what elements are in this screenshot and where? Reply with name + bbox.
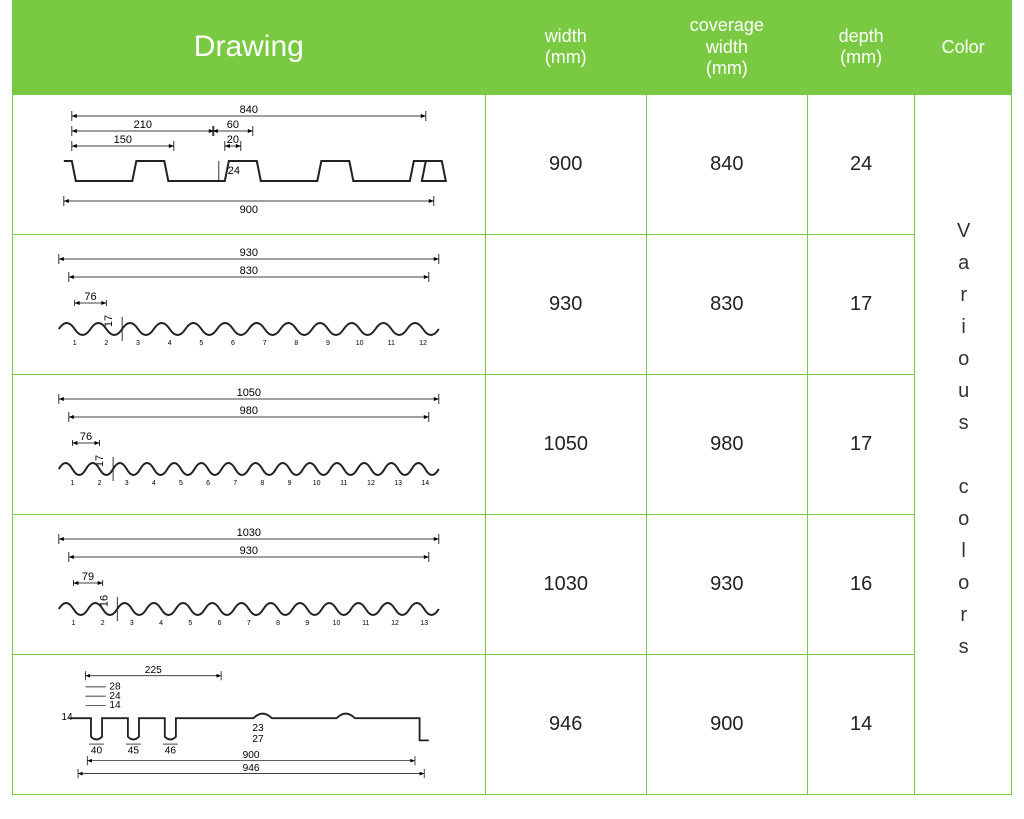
spec-table: Drawing width (mm) coverage width (mm) d… (12, 0, 1012, 795)
drawing-cell: 1050 980 76 171234567891011121314 (13, 374, 486, 514)
width-cell: 946 (485, 654, 646, 794)
svg-text:45: 45 (128, 746, 140, 757)
svg-text:11: 11 (388, 340, 395, 347)
svg-text:7: 7 (263, 340, 267, 347)
color-cell: Various colors (915, 94, 1012, 794)
svg-text:23: 23 (252, 723, 264, 734)
svg-text:9: 9 (305, 620, 309, 627)
depth-cell: 17 (807, 234, 914, 374)
svg-text:840: 840 (240, 104, 258, 116)
svg-text:11: 11 (362, 620, 369, 627)
svg-text:17: 17 (103, 315, 115, 327)
svg-text:7: 7 (233, 480, 237, 487)
drawing-cell: 1030 930 79 1612345678910111213 (13, 514, 486, 654)
svg-text:6: 6 (218, 620, 222, 627)
table-row: 840 210 150 60 20 24 900 900 (13, 94, 1012, 234)
svg-text:10: 10 (356, 340, 364, 347)
svg-text:210: 210 (134, 119, 152, 131)
depth-cell: 16 (807, 514, 914, 654)
table-row: 225 282414144045462327 900 946 94690014 (13, 654, 1012, 794)
svg-text:3: 3 (125, 480, 129, 487)
header-coverage: coverage width (mm) (646, 1, 807, 95)
svg-text:11: 11 (340, 480, 347, 487)
svg-text:10: 10 (333, 620, 341, 627)
svg-text:6: 6 (231, 340, 235, 347)
svg-text:14: 14 (109, 700, 121, 711)
svg-text:225: 225 (145, 665, 162, 676)
svg-text:900: 900 (240, 204, 258, 216)
svg-text:150: 150 (114, 134, 132, 146)
svg-text:40: 40 (91, 746, 103, 757)
coverage-cell: 830 (646, 234, 807, 374)
svg-text:13: 13 (394, 480, 402, 487)
coverage-cell: 980 (646, 374, 807, 514)
svg-text:6: 6 (206, 480, 210, 487)
header-depth: depth (mm) (807, 1, 914, 95)
svg-text:930: 930 (240, 247, 258, 259)
header-row: Drawing width (mm) coverage width (mm) d… (13, 1, 1012, 95)
table-row: 1030 930 79 1612345678910111213103093016 (13, 514, 1012, 654)
svg-text:4: 4 (168, 340, 172, 347)
coverage-cell: 930 (646, 514, 807, 654)
svg-text:5: 5 (179, 480, 183, 487)
svg-text:9: 9 (288, 480, 292, 487)
svg-text:3: 3 (130, 620, 134, 627)
svg-text:46: 46 (165, 746, 177, 757)
svg-text:3: 3 (136, 340, 140, 347)
svg-text:1030: 1030 (237, 527, 261, 539)
svg-text:830: 830 (240, 265, 258, 277)
svg-text:900: 900 (243, 750, 260, 761)
svg-text:4: 4 (159, 620, 163, 627)
svg-text:8: 8 (294, 340, 298, 347)
depth-cell: 14 (807, 654, 914, 794)
svg-text:946: 946 (243, 763, 260, 774)
svg-text:76: 76 (84, 291, 96, 303)
svg-text:1: 1 (70, 480, 74, 487)
svg-text:8: 8 (260, 480, 264, 487)
svg-text:13: 13 (420, 620, 428, 627)
svg-text:1: 1 (71, 620, 75, 627)
coverage-cell: 840 (646, 94, 807, 234)
svg-text:14: 14 (421, 480, 429, 487)
svg-text:24: 24 (228, 165, 240, 177)
drawing-cell: 225 282414144045462327 900 946 (13, 654, 486, 794)
svg-text:79: 79 (82, 571, 94, 583)
svg-text:27: 27 (252, 735, 264, 746)
svg-text:60: 60 (227, 119, 239, 131)
header-color: Color (915, 1, 1012, 95)
svg-text:4: 4 (152, 480, 156, 487)
width-cell: 900 (485, 94, 646, 234)
width-cell: 1030 (485, 514, 646, 654)
coverage-cell: 900 (646, 654, 807, 794)
svg-text:2: 2 (98, 480, 102, 487)
svg-text:980: 980 (240, 405, 258, 417)
svg-text:12: 12 (367, 480, 375, 487)
svg-text:5: 5 (199, 340, 203, 347)
width-cell: 1050 (485, 374, 646, 514)
depth-cell: 17 (807, 374, 914, 514)
drawing-cell: 840 210 150 60 20 24 900 (13, 94, 486, 234)
svg-text:2: 2 (101, 620, 105, 627)
header-width: width (mm) (485, 1, 646, 95)
svg-text:76: 76 (80, 431, 92, 443)
svg-text:7: 7 (247, 620, 251, 627)
svg-text:8: 8 (276, 620, 280, 627)
table-row: 1050 980 76 1712345678910111213141050980… (13, 374, 1012, 514)
header-drawing: Drawing (13, 1, 486, 95)
svg-text:9: 9 (326, 340, 330, 347)
svg-text:12: 12 (419, 340, 427, 347)
depth-cell: 24 (807, 94, 914, 234)
drawing-cell: 930 830 76 17123456789101112 (13, 234, 486, 374)
svg-text:2: 2 (104, 340, 108, 347)
svg-text:12: 12 (391, 620, 399, 627)
width-cell: 930 (485, 234, 646, 374)
svg-text:10: 10 (313, 480, 321, 487)
svg-text:5: 5 (188, 620, 192, 627)
svg-text:1050: 1050 (237, 387, 261, 399)
svg-text:1: 1 (73, 340, 77, 347)
svg-text:930: 930 (240, 545, 258, 557)
svg-text:20: 20 (227, 134, 239, 146)
table-row: 930 830 76 1712345678910111293083017 (13, 234, 1012, 374)
